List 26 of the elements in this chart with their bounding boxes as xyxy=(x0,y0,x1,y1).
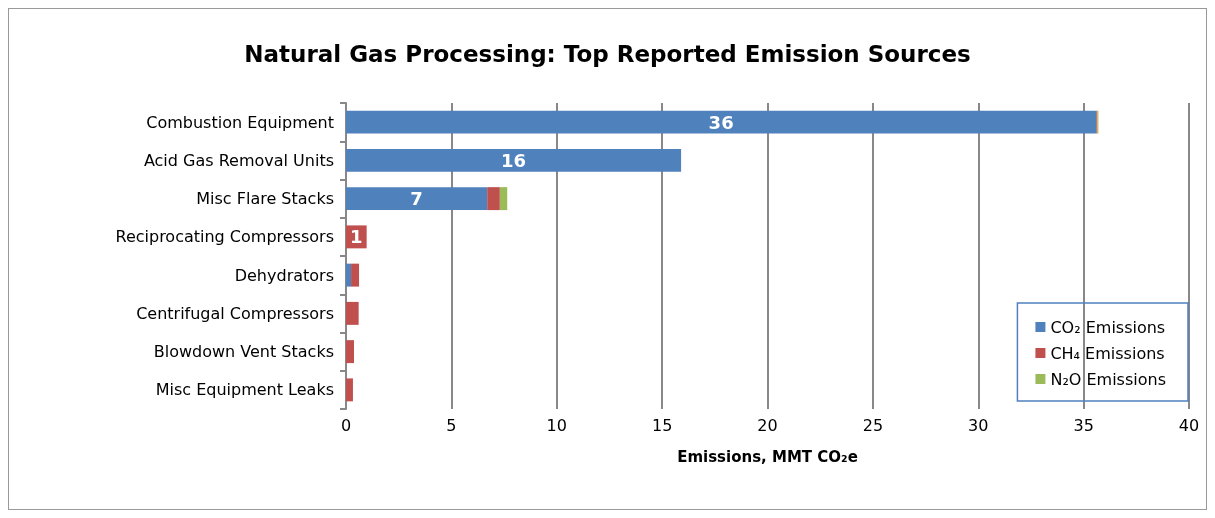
x-tick-label: 25 xyxy=(862,415,884,435)
x-axis-title: Emissions, MMT CO₂e xyxy=(677,447,858,466)
x-tick-label: 0 xyxy=(340,415,352,435)
chart-title: Natural Gas Processing: Top Reported Emission Sources xyxy=(244,40,971,67)
y-tick-label: Blowdown Vent Stacks xyxy=(153,342,334,362)
y-tick-label: Dehydrators xyxy=(234,265,334,285)
x-tick-label: 15 xyxy=(651,415,673,435)
data-label: 36 xyxy=(708,111,734,133)
legend-label: CH₄ Emissions xyxy=(1050,343,1165,363)
x-tick-label: 35 xyxy=(1073,415,1094,435)
data-label: 16 xyxy=(501,149,527,171)
y-tick-label: Misc Flare Stacks xyxy=(196,189,334,209)
legend-label: CO₂ Emissions xyxy=(1050,317,1166,337)
legend-label: N₂O Emissions xyxy=(1050,369,1167,389)
y-tick-label: Combustion Equipment xyxy=(146,112,334,132)
x-tick-label: 5 xyxy=(446,415,457,435)
x-tick-label: 40 xyxy=(1178,415,1200,435)
x-tick-label: 30 xyxy=(968,415,989,435)
y-tick-label: Centrifugal Compressors xyxy=(136,303,334,323)
data-label: 7 xyxy=(410,188,423,210)
y-tick-label: Misc Equipment Leaks xyxy=(155,380,334,400)
x-tick-label: 20 xyxy=(757,415,778,435)
y-tick-label: Acid Gas Removal Units xyxy=(143,150,334,170)
data-label: 1 xyxy=(350,226,363,248)
x-tick-label: 10 xyxy=(546,415,567,435)
y-tick-label: Reciprocating Compressors xyxy=(115,227,334,247)
